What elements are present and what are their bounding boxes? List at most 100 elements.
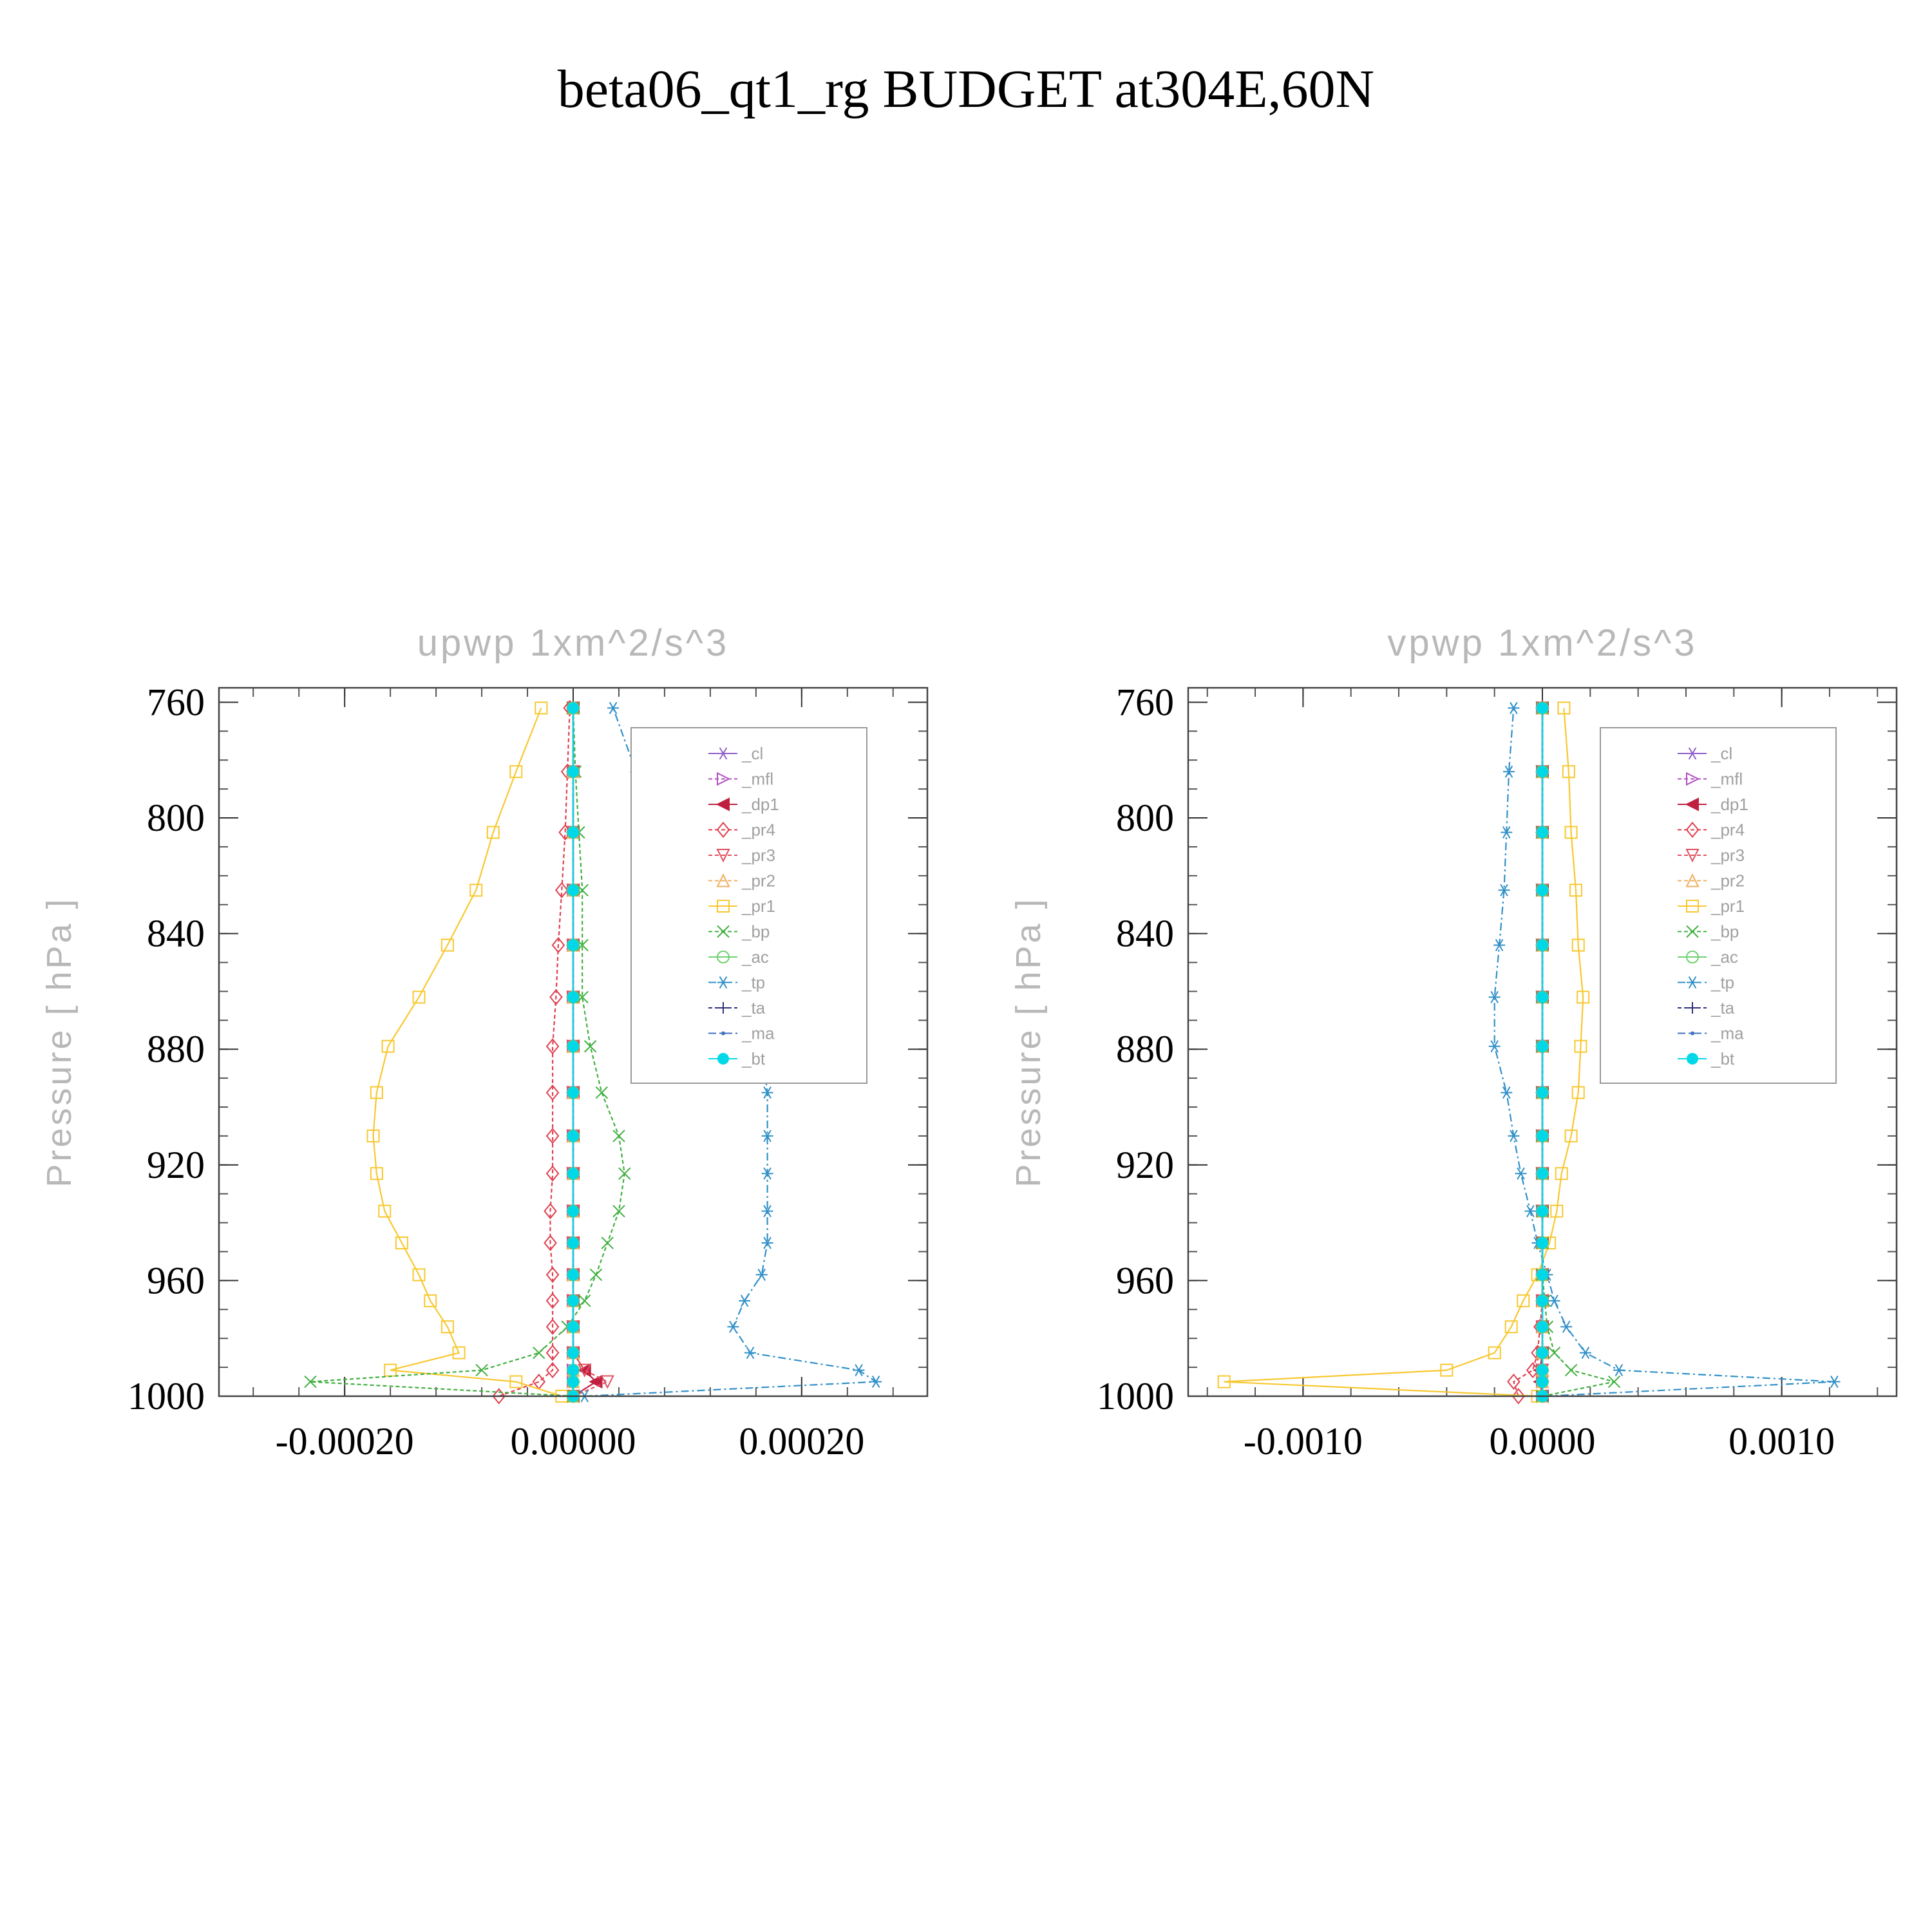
legend-swatch-marker bbox=[1686, 772, 1700, 786]
y-tick-label: 880 bbox=[147, 1028, 205, 1070]
legend-swatch-marker bbox=[1686, 900, 1699, 913]
data-point bbox=[1501, 826, 1513, 839]
data-point bbox=[761, 1167, 773, 1180]
plot-frame bbox=[1187, 687, 1898, 1397]
x-tick-label: 0.0010 bbox=[1728, 1420, 1835, 1463]
data-point bbox=[1537, 702, 1548, 714]
data-point bbox=[567, 826, 579, 838]
data-point bbox=[370, 1086, 383, 1099]
data-point bbox=[567, 1376, 579, 1388]
plot-frame bbox=[218, 687, 929, 1397]
series-bt bbox=[567, 702, 579, 1402]
data-point bbox=[567, 1086, 579, 1099]
legend-swatch-marker bbox=[717, 951, 730, 963]
y-tick-label: 960 bbox=[1116, 1259, 1174, 1302]
data-point bbox=[533, 1346, 545, 1359]
data-point bbox=[583, 1040, 597, 1053]
data-point bbox=[567, 991, 579, 1003]
legend: _cl _mfl _dp1 _pr4 _pr3 _pr2 _pr1 _bp _ac _tp _ta _… bbox=[1600, 727, 1837, 1084]
data-point bbox=[1440, 1363, 1454, 1377]
data-point bbox=[1571, 1086, 1585, 1099]
data-point bbox=[567, 1347, 579, 1359]
data-point bbox=[381, 1039, 395, 1053]
data-point bbox=[1537, 766, 1548, 778]
data-point bbox=[567, 702, 579, 714]
data-point bbox=[509, 765, 523, 779]
legend-label: _bp bbox=[741, 922, 770, 942]
data-point bbox=[612, 1130, 625, 1142]
legend-label: _ac bbox=[741, 947, 769, 967]
panel-upwp: upwp 1xm^2/s^3 Pressure [ hPa ] 760 800 840 8… bbox=[40, 622, 929, 1463]
data-point bbox=[1537, 1269, 1548, 1281]
data-point bbox=[595, 1086, 609, 1099]
data-point bbox=[469, 884, 483, 897]
y-tick-label: 960 bbox=[147, 1259, 205, 1302]
data-point bbox=[412, 1268, 426, 1282]
legend-label: _ma bbox=[741, 1024, 775, 1043]
data-point bbox=[1537, 1321, 1548, 1333]
data-point bbox=[1571, 938, 1585, 952]
panel-vpwp: vpwp 1xm^2/s^3 Pressure [ hPa ] 760 800 840 8… bbox=[1009, 622, 1898, 1463]
data-point bbox=[1488, 1346, 1501, 1359]
x-tick-label: 0.0000 bbox=[1490, 1420, 1596, 1463]
data-point bbox=[761, 1086, 773, 1099]
series-pr1 bbox=[366, 701, 569, 1403]
data-point bbox=[761, 1130, 773, 1142]
data-point bbox=[567, 1130, 579, 1142]
y-tick-label: 840 bbox=[1116, 913, 1174, 955]
series-bp bbox=[304, 701, 631, 1403]
page-title: beta06_qt1_rg BUDGET at304E,60N bbox=[557, 59, 1375, 119]
legend-label: _tp bbox=[1710, 973, 1734, 992]
legend-swatch-marker bbox=[1687, 1002, 1698, 1014]
data-point bbox=[1524, 1205, 1537, 1218]
series-bt bbox=[1537, 702, 1548, 1402]
data-point bbox=[567, 1269, 579, 1281]
legend-label: _pr4 bbox=[1710, 820, 1745, 840]
data-point bbox=[1537, 939, 1548, 951]
legend-swatch-marker bbox=[1686, 925, 1699, 938]
data-point bbox=[452, 1346, 466, 1359]
data-point bbox=[366, 1129, 380, 1142]
data-point bbox=[545, 1318, 560, 1335]
data-point bbox=[1548, 1346, 1561, 1359]
series-line bbox=[498, 708, 571, 1397]
legend-label: _tp bbox=[741, 973, 765, 992]
data-point bbox=[1498, 884, 1510, 896]
data-point bbox=[1548, 1294, 1560, 1307]
data-point bbox=[545, 1165, 560, 1182]
data-point bbox=[412, 990, 426, 1004]
legend-label: _pr4 bbox=[741, 820, 775, 840]
x-tick-label: 0.00000 bbox=[511, 1420, 636, 1463]
legend-box bbox=[1600, 727, 1837, 1084]
data-point bbox=[549, 989, 563, 1005]
data-point bbox=[567, 1168, 579, 1180]
data-point bbox=[618, 1167, 631, 1180]
data-point bbox=[1555, 1167, 1568, 1180]
legend-label: _mfl bbox=[741, 770, 773, 789]
legend-swatch-marker bbox=[1687, 747, 1698, 760]
legend-label: _dp1 bbox=[741, 795, 779, 814]
legend-swatch-marker bbox=[717, 1053, 729, 1065]
data-point bbox=[1828, 1376, 1841, 1388]
legend-swatch-marker bbox=[1685, 849, 1700, 863]
legend: _cl _mfl _dp1 _pr4 _pr3 _pr2 _pr1 _bp _ac _tp _ta _… bbox=[630, 727, 867, 1084]
legend-label: _cl bbox=[741, 744, 763, 763]
legend-label: _bp bbox=[1710, 922, 1739, 942]
data-point bbox=[1537, 991, 1548, 1003]
y-tick-label: 880 bbox=[1116, 1028, 1174, 1070]
legend-label: _dp1 bbox=[1710, 795, 1748, 814]
legend-label: _bt bbox=[741, 1049, 766, 1068]
legend-swatch-marker bbox=[717, 1002, 729, 1014]
legend-swatch-marker bbox=[717, 772, 731, 786]
data-point bbox=[761, 1205, 773, 1218]
y-tick-label: 760 bbox=[1116, 681, 1174, 723]
legend-swatch-marker bbox=[716, 849, 730, 863]
data-point bbox=[578, 1363, 592, 1378]
data-point bbox=[551, 937, 565, 954]
data-point bbox=[486, 826, 500, 839]
data-point bbox=[545, 1084, 560, 1101]
y-tick-label: 840 bbox=[147, 913, 205, 955]
data-point bbox=[589, 1268, 603, 1282]
data-point bbox=[1507, 1373, 1520, 1390]
data-point bbox=[1504, 1320, 1518, 1334]
